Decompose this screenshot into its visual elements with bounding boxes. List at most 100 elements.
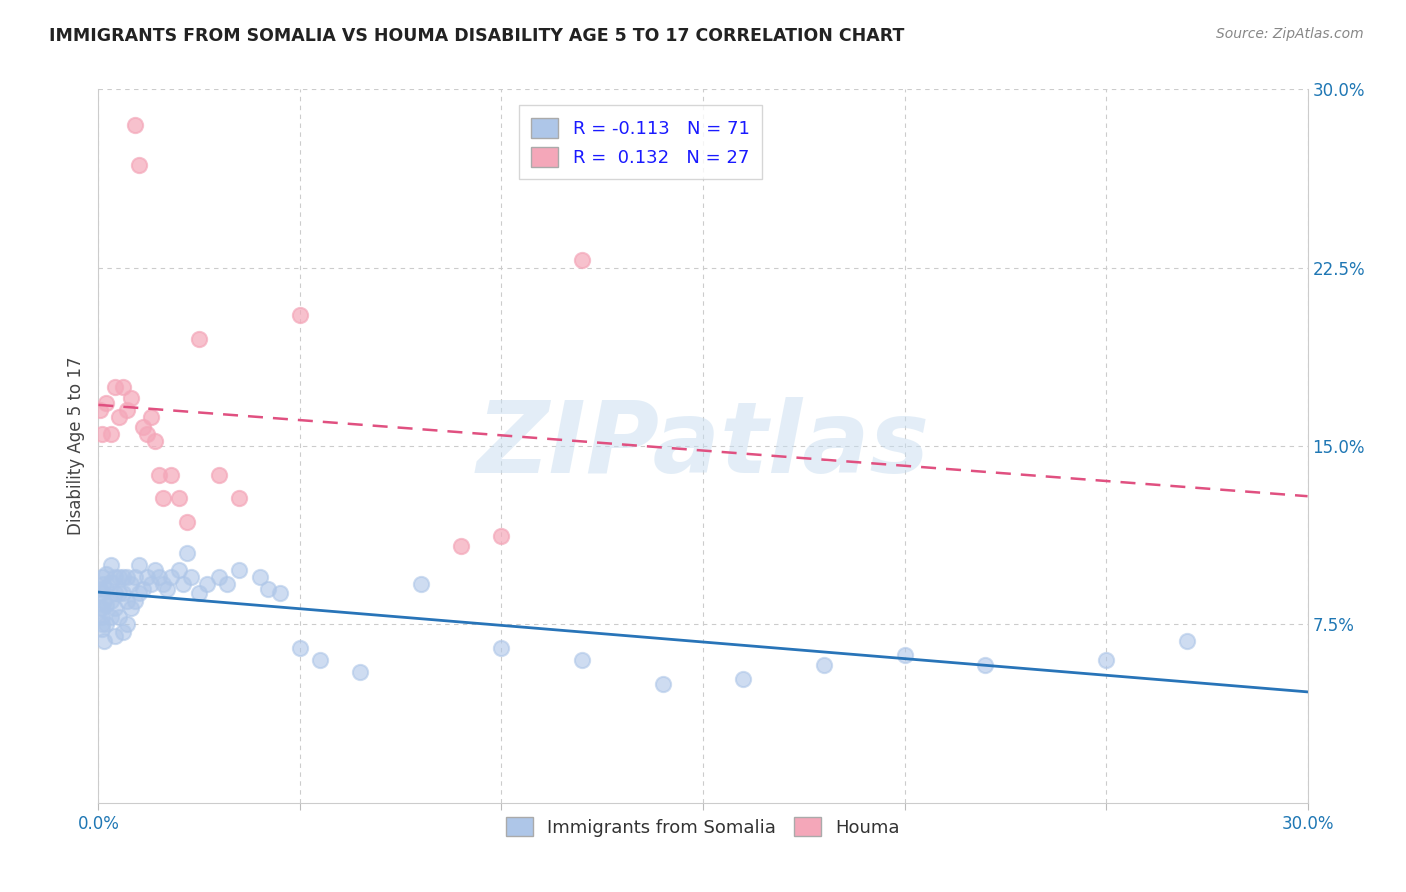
Point bbox=[143, 563, 166, 577]
Point bbox=[91, 610, 114, 624]
Point bbox=[139, 410, 162, 425]
Point bbox=[491, 529, 513, 543]
Point bbox=[288, 308, 311, 322]
Point bbox=[409, 577, 432, 591]
Text: IMMIGRANTS FROM SOMALIA VS HOUMA DISABILITY AGE 5 TO 17 CORRELATION CHART: IMMIGRANTS FROM SOMALIA VS HOUMA DISABIL… bbox=[49, 27, 904, 45]
Point bbox=[160, 570, 183, 584]
Point bbox=[124, 593, 146, 607]
Point bbox=[132, 582, 155, 596]
Point bbox=[103, 379, 125, 393]
Point bbox=[180, 570, 202, 584]
Point bbox=[491, 641, 513, 656]
Point bbox=[91, 570, 114, 584]
Point bbox=[571, 653, 593, 667]
Point bbox=[89, 403, 111, 417]
Point bbox=[103, 586, 125, 600]
Point bbox=[115, 593, 138, 607]
Point bbox=[111, 624, 134, 639]
Point bbox=[893, 648, 915, 663]
Point bbox=[974, 657, 997, 672]
Point bbox=[115, 570, 138, 584]
Point bbox=[120, 600, 142, 615]
Point bbox=[128, 558, 150, 572]
Point bbox=[156, 582, 179, 596]
Point bbox=[217, 577, 239, 591]
Point bbox=[100, 427, 122, 442]
Point bbox=[91, 586, 114, 600]
Point bbox=[349, 665, 371, 679]
Point bbox=[160, 467, 183, 482]
Point bbox=[571, 253, 593, 268]
Point bbox=[176, 546, 198, 560]
Point bbox=[152, 577, 174, 591]
Point bbox=[139, 577, 162, 591]
Point bbox=[103, 600, 125, 615]
Point bbox=[115, 617, 138, 632]
Point bbox=[132, 420, 155, 434]
Point bbox=[111, 570, 134, 584]
Point bbox=[208, 467, 231, 482]
Point bbox=[135, 427, 157, 442]
Point bbox=[100, 574, 122, 589]
Point bbox=[135, 570, 157, 584]
Point bbox=[249, 570, 271, 584]
Point bbox=[228, 491, 250, 506]
Point bbox=[100, 558, 122, 572]
Point bbox=[107, 586, 129, 600]
Point bbox=[89, 600, 111, 615]
Point bbox=[103, 629, 125, 643]
Point bbox=[107, 570, 129, 584]
Point bbox=[120, 577, 142, 591]
Point bbox=[152, 491, 174, 506]
Point bbox=[107, 410, 129, 425]
Point bbox=[1175, 634, 1198, 648]
Point bbox=[115, 403, 138, 417]
Point bbox=[100, 593, 122, 607]
Point bbox=[188, 586, 211, 600]
Point bbox=[167, 563, 190, 577]
Point bbox=[228, 563, 250, 577]
Point bbox=[256, 582, 278, 596]
Point bbox=[96, 582, 118, 596]
Point bbox=[269, 586, 291, 600]
Point bbox=[450, 539, 472, 553]
Point bbox=[90, 617, 112, 632]
Point bbox=[195, 577, 218, 591]
Point bbox=[309, 653, 332, 667]
Point bbox=[148, 570, 170, 584]
Text: Source: ZipAtlas.com: Source: ZipAtlas.com bbox=[1216, 27, 1364, 41]
Point bbox=[91, 622, 114, 636]
Point bbox=[128, 158, 150, 172]
Point bbox=[124, 118, 146, 132]
Point bbox=[103, 570, 125, 584]
Point bbox=[1095, 653, 1118, 667]
Point bbox=[111, 586, 134, 600]
Point bbox=[143, 434, 166, 449]
Point bbox=[288, 641, 311, 656]
Point bbox=[167, 491, 190, 506]
Point bbox=[208, 570, 231, 584]
Point bbox=[96, 396, 118, 410]
Point bbox=[91, 577, 114, 591]
Point bbox=[733, 672, 755, 686]
Point bbox=[188, 332, 211, 346]
Legend: Immigrants from Somalia, Houma: Immigrants from Somalia, Houma bbox=[499, 809, 907, 844]
Point bbox=[93, 634, 115, 648]
Point bbox=[124, 570, 146, 584]
Point bbox=[91, 427, 114, 442]
Point bbox=[651, 677, 673, 691]
Point bbox=[813, 657, 835, 672]
Point bbox=[111, 379, 134, 393]
Point bbox=[96, 567, 118, 582]
Point bbox=[100, 610, 122, 624]
Point bbox=[91, 600, 114, 615]
Point bbox=[176, 515, 198, 529]
Point bbox=[89, 582, 111, 596]
Text: ZIPatlas: ZIPatlas bbox=[477, 398, 929, 494]
Point bbox=[93, 593, 115, 607]
Point bbox=[96, 599, 118, 613]
Point bbox=[96, 617, 118, 632]
Point bbox=[120, 392, 142, 406]
Point bbox=[128, 586, 150, 600]
Point bbox=[172, 577, 194, 591]
